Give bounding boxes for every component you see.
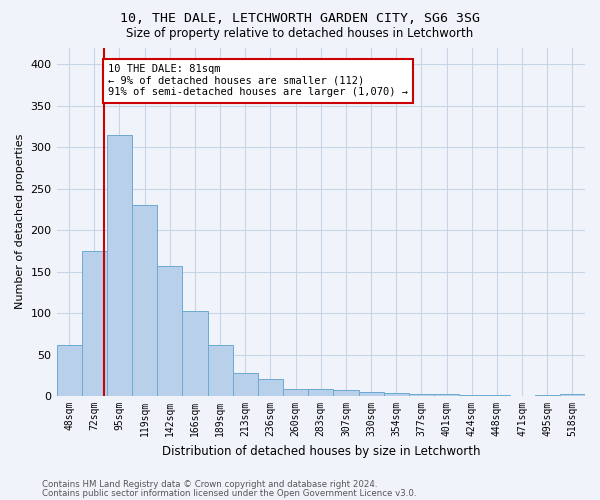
- Bar: [308, 388, 334, 396]
- X-axis label: Distribution of detached houses by size in Letchworth: Distribution of detached houses by size …: [161, 444, 480, 458]
- Bar: [208, 346, 233, 396]
- Bar: [434, 394, 459, 396]
- Bar: [258, 378, 283, 396]
- Bar: [560, 394, 585, 396]
- Bar: [334, 390, 359, 396]
- Text: Contains public sector information licensed under the Open Government Licence v3: Contains public sector information licen…: [42, 488, 416, 498]
- Text: 10, THE DALE, LETCHWORTH GARDEN CITY, SG6 3SG: 10, THE DALE, LETCHWORTH GARDEN CITY, SG…: [120, 12, 480, 26]
- Bar: [233, 373, 258, 396]
- Bar: [56, 344, 82, 396]
- Bar: [359, 392, 383, 396]
- Y-axis label: Number of detached properties: Number of detached properties: [15, 134, 25, 310]
- Text: Size of property relative to detached houses in Letchworth: Size of property relative to detached ho…: [127, 28, 473, 40]
- Bar: [383, 392, 409, 396]
- Bar: [283, 390, 308, 396]
- Bar: [107, 134, 132, 396]
- Bar: [535, 395, 560, 396]
- Bar: [157, 266, 182, 396]
- Bar: [132, 205, 157, 396]
- Text: Contains HM Land Registry data © Crown copyright and database right 2024.: Contains HM Land Registry data © Crown c…: [42, 480, 377, 489]
- Text: 10 THE DALE: 81sqm
← 9% of detached houses are smaller (112)
91% of semi-detache: 10 THE DALE: 81sqm ← 9% of detached hous…: [108, 64, 408, 98]
- Bar: [82, 251, 107, 396]
- Bar: [409, 394, 434, 396]
- Bar: [182, 310, 208, 396]
- Bar: [459, 395, 484, 396]
- Bar: [484, 395, 509, 396]
